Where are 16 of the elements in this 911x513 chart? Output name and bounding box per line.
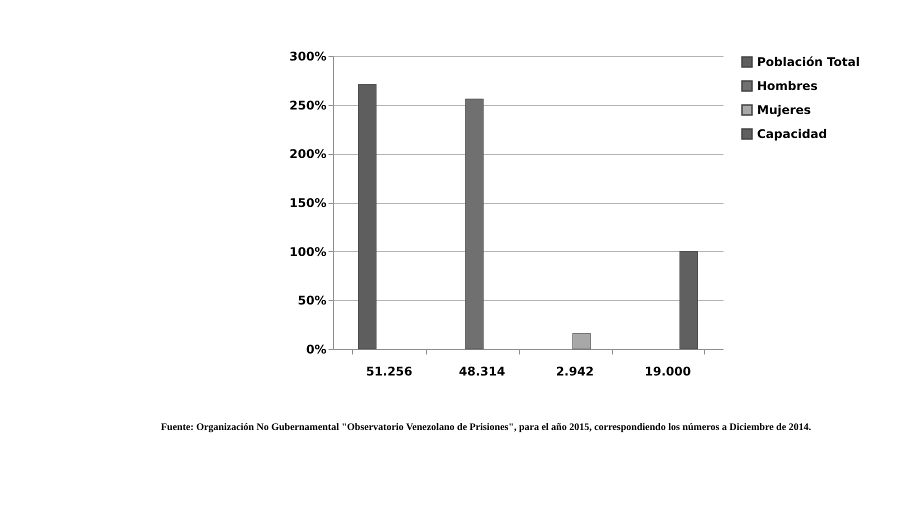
y-tick-label: 100% xyxy=(289,244,326,259)
y-tick-label: 200% xyxy=(289,147,326,162)
legend-label: Mujeres xyxy=(757,103,811,117)
legend-label: Hombres xyxy=(757,79,818,93)
y-tick-label: 0% xyxy=(306,342,326,356)
y-tick-label: 50% xyxy=(298,294,326,308)
y-tick-label: 150% xyxy=(289,196,326,210)
x-tick-label: 2.942 xyxy=(556,364,594,378)
y-tick-label: 300% xyxy=(289,50,326,64)
x-tick-label: 51.256 xyxy=(366,364,412,378)
source-note: Fuente: Organización No Gubernamental "Observatorio Venezolano de Prisiones", para el año 2015, correspondiendo los números a Diciembre de 2014. xyxy=(160,422,812,433)
x-tick-label: 19.000 xyxy=(644,364,691,378)
x-tick-label: 48.314 xyxy=(458,364,506,378)
legend-label: Capacidad xyxy=(757,127,828,141)
y-tick-label: 250% xyxy=(289,98,326,112)
legend-label: Población Total xyxy=(757,55,860,69)
